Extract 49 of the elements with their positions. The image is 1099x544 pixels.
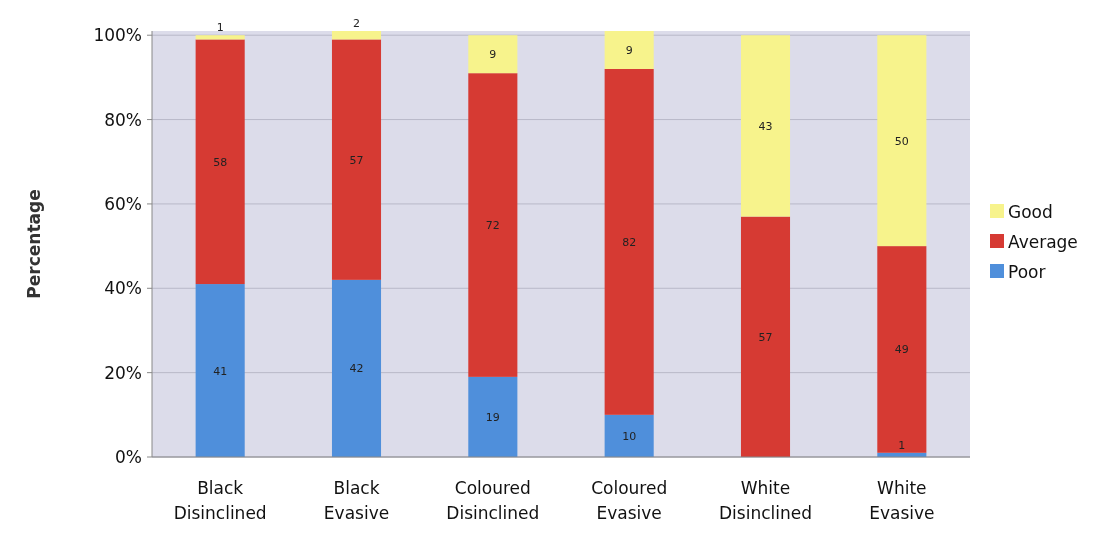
y-tick-label: 40% [104,278,142,299]
bar [195,35,245,40]
data-label: 2 [353,17,360,30]
bar [740,216,791,457]
y-tick-label: 60% [104,193,142,214]
data-label: 42 [349,362,364,376]
bar [195,284,245,457]
bar [604,31,654,69]
data-label: 41 [213,364,228,378]
x-tick-label: Coloured Disinclined [446,478,540,523]
legend-label: Good [1008,202,1053,222]
x-tick-label: Coloured Evasive [591,478,668,523]
data-label: 9 [625,43,633,57]
bar [468,73,518,377]
bar [877,246,927,453]
data-label: 72 [485,219,500,233]
bar [468,35,518,74]
x-tick-label: White Evasive [869,478,935,523]
y-axis-title: Percentage [24,189,44,299]
data-label: 82 [622,235,637,249]
data-label: 49 [894,343,909,357]
bar [604,414,654,457]
data-label: 58 [213,155,228,169]
data-label: 1 [216,21,224,35]
legend-label: Poor [1008,262,1046,282]
data-label: 9 [489,48,497,62]
bar [331,31,382,40]
data-label: 19 [485,410,500,424]
data-label: 57 [349,153,364,167]
x-tick-label: White Disinclined [719,478,812,523]
y-tick-label: 100% [93,25,142,46]
y-tick-label: 0% [115,447,142,467]
y-tick-label: 20% [104,362,142,383]
data-label: 10 [622,429,637,443]
y-tick-label: 80% [104,109,142,130]
bar [877,35,927,247]
bar [604,68,654,415]
bar [468,376,518,457]
legend-label: Average [1008,232,1078,252]
bar [740,35,791,217]
data-label: 43 [758,119,773,133]
x-tick-label: Black Evasive [323,478,390,523]
bar [195,39,245,285]
bar [331,39,382,280]
x-tick-label: Black Disinclined [173,478,267,523]
data-label: 50 [894,134,909,148]
data-label: 1 [898,438,906,452]
data-label: 57 [758,330,773,344]
bar [331,279,382,457]
